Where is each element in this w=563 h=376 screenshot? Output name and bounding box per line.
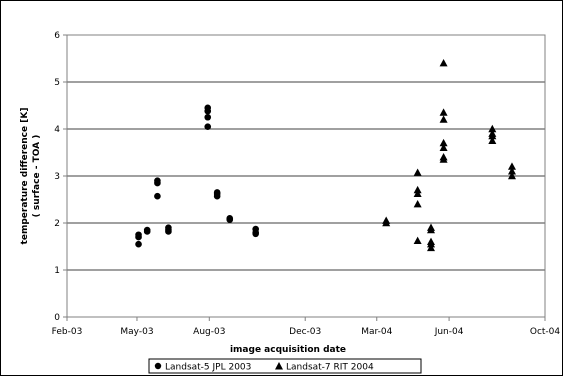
point-landsat5-1 [135,233,142,241]
point-landsat7-10 [427,239,436,248]
x-tick-label-1: May-03 [120,327,153,337]
point-landsat7-19 [488,124,497,133]
point-landsat7-2 [413,168,422,176]
x-tick-label-3: Dec-03 [289,327,321,337]
data-points [135,59,516,252]
point-landsat5-2 [135,240,142,248]
point-landsat5-19 [226,216,234,224]
point-landsat7-21 [488,131,497,140]
point-landsat7-13 [439,108,448,116]
y-axis-ticks: 0 1 2 3 4 5 6 [54,31,67,323]
point-landsat7-8 [427,225,436,234]
point-landsat5-6 [154,179,161,187]
x-tick-label-6: Oct-04 [530,327,561,337]
point-landsat7-16 [439,143,448,151]
point-landsat5-17 [213,192,221,200]
point-landsat5-22 [252,230,259,238]
point-landsat5-14 [204,123,212,130]
x-axis-ticks: Feb-03 May-03 Aug-03 Dec-03 Mar-04 Jun-04 Oct-… [52,317,561,337]
point-landsat7-14 [439,115,448,123]
point-landsat5-13 [204,113,212,121]
y-tick-label-4: 4 [54,125,60,135]
x-tick-label-2: Aug-03 [193,327,225,337]
x-axis-label: image acquisition date [230,345,346,355]
point-landsat7-5 [413,200,422,208]
point-landsat5-12 [204,107,212,115]
y-tick-label-3: 3 [54,172,60,182]
y-tick-label-5: 5 [54,78,60,88]
point-landsat7-24 [507,167,516,175]
plot-area-border [66,34,546,318]
point-landsat7-4 [413,189,422,198]
legend-box [148,358,422,374]
x-tick-label-0: Feb-03 [52,327,83,337]
point-landsat5-4 [143,228,151,235]
point-landsat7-25 [507,171,516,180]
point-landsat7-1 [382,218,391,227]
y-tick-label-2: 2 [54,219,60,229]
y-axis-label-line-1: temperature difference [K] [20,108,30,245]
legend: Landsat-5 JPL 2003 Landsat-7 RIT 2004 [148,358,422,374]
point-landsat7-3 [413,185,422,194]
point-landsat7-23 [507,162,516,170]
y-tick-label-1: 1 [54,266,60,276]
point-landsat7-18 [439,155,448,163]
legend-entry-landsat-5: Landsat-5 JPL 2003 [165,363,251,373]
legend-triangle-marker [275,362,283,370]
point-landsat7-22 [488,136,497,144]
point-landsat7-15 [439,138,448,147]
point-landsat5-10 [165,228,172,235]
y-tick-label-0: 0 [54,313,60,323]
y-axis-label-line-2: ( surface - TOA ) [32,135,42,218]
legend-entry-landsat-7: Landsat-7 RIT 2004 [286,363,374,373]
point-landsat5-7 [154,192,161,200]
point-landsat7-6 [413,236,422,245]
x-tick-label-5: Jun-04 [434,327,464,337]
gridlines [67,81,545,271]
y-tick-label-6: 6 [54,31,60,41]
x-tick-label-4: Mar-04 [361,327,392,337]
point-landsat7-12 [439,59,448,67]
legend-circle-marker [154,362,162,370]
point-landsat7-11 [427,243,436,252]
